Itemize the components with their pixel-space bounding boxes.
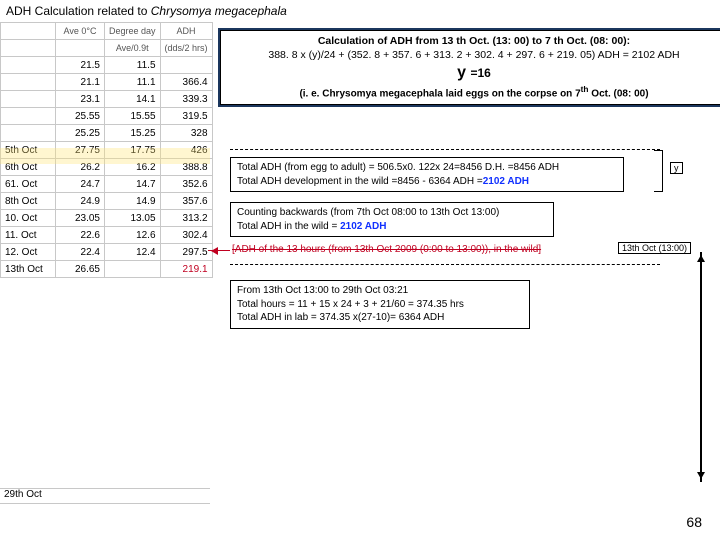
y-bracket (654, 150, 663, 192)
row-label (1, 125, 56, 142)
hd-blank (1, 23, 56, 40)
hd-adh: ADH (160, 23, 212, 40)
cell-c: 357.6 (160, 193, 212, 210)
cell-b: 16.2 (105, 159, 161, 176)
cell-c: 328 (160, 125, 212, 142)
title-species: Chrysomya megacephala (151, 4, 287, 18)
row-label (1, 91, 56, 108)
total-adh-l2: Total ADH development in the wild =8456 … (237, 175, 617, 189)
slide-number: 68 (686, 514, 702, 530)
date-tag: 13th Oct (13:00) (618, 242, 691, 254)
row-label: 13th Oct (1, 261, 56, 278)
cell-a: 23.05 (56, 210, 105, 227)
row-label (1, 74, 56, 91)
cell-b: 14.7 (105, 176, 161, 193)
hd-dday: Degree day (105, 23, 161, 40)
sub-3: (dds/2 hrs) (160, 40, 212, 57)
cell-a: 26.65 (56, 261, 105, 278)
cell-b: 12.4 (105, 244, 161, 261)
row-label: 11. Oct (1, 227, 56, 244)
total-adh-l1: Total ADH (from egg to adult) = 506.5x0.… (237, 161, 617, 175)
cell-a: 27.75 (56, 142, 105, 159)
row-label (1, 108, 56, 125)
cell-b: 14.9 (105, 193, 161, 210)
cell-b: 11.1 (105, 74, 161, 91)
dash-line-2 (230, 264, 660, 265)
total-adh-box: Total ADH (from egg to adult) = 506.5x0.… (230, 157, 624, 192)
cell-a: 22.4 (56, 244, 105, 261)
red-arrow (208, 250, 230, 251)
counting-l2: Total ADH in the wild = 2102 ADH (237, 220, 547, 234)
cell-b: 13.05 (105, 210, 161, 227)
sub-1 (56, 40, 105, 57)
cell-c: 388.8 (160, 159, 212, 176)
cell-b: 14.1 (105, 91, 161, 108)
slide: ADH Calculation related to Chrysomya meg… (0, 0, 720, 540)
cell-a: 22.6 (56, 227, 105, 244)
cell-c: 313.2 (160, 210, 212, 227)
row-label: 8th Oct (1, 193, 56, 210)
bottom-date: 29th Oct (4, 489, 42, 500)
page-title: ADH Calculation related to Chrysomya meg… (6, 4, 287, 18)
lab-l1: From 13th Oct 13:00 to 29th Oct 03:21 (237, 284, 523, 298)
counting-box: Counting backwards (from 7th Oct 08:00 t… (230, 202, 554, 237)
cell-c: 339.3 (160, 91, 212, 108)
cell-c: 366.4 (160, 74, 212, 91)
sub-2: Ave/0.9t (105, 40, 161, 57)
cell-b: 15.55 (105, 108, 161, 125)
title-prefix: ADH Calculation related to (6, 4, 151, 18)
cell-a: 21.1 (56, 74, 105, 91)
lab-l3: Total ADH in lab = 374.35 x(27-10)= 6364… (237, 311, 523, 325)
counting-l1: Counting backwards (from 7th Oct 08:00 t… (237, 206, 547, 220)
cell-c (160, 57, 212, 74)
cell-c: 302.4 (160, 227, 212, 244)
cell-a: 24.7 (56, 176, 105, 193)
cell-a: 26.2 (56, 159, 105, 176)
row-label: 61. Oct (1, 176, 56, 193)
sub-blank (1, 40, 56, 57)
callout-line1: Calculation of ADH from 13 th Oct. (13: … (226, 34, 720, 48)
callout-line3: (i. e. Chrysomya megacephala laid eggs o… (226, 84, 720, 101)
cell-a: 21.5 (56, 57, 105, 74)
cell-c: 297.5 (160, 244, 212, 261)
calculation-callout: Calculation of ADH from 13 th Oct. (13: … (218, 28, 720, 107)
row-label: 12. Oct (1, 244, 56, 261)
callout-y: y =16 (226, 62, 720, 84)
dash-line-1 (230, 149, 660, 150)
cell-c: 352.6 (160, 176, 212, 193)
cell-b: 15.25 (105, 125, 161, 142)
range-arrow (700, 252, 702, 482)
row-label: 10. Oct (1, 210, 56, 227)
cell-a: 25.55 (56, 108, 105, 125)
cell-c: 219.1 (160, 261, 212, 278)
row-label (1, 57, 56, 74)
cell-b: 11.5 (105, 57, 161, 74)
row-label: 5th Oct (1, 142, 56, 159)
hd-ave: Ave 0°C (56, 23, 105, 40)
cell-a: 24.9 (56, 193, 105, 210)
cell-b: 12.6 (105, 227, 161, 244)
red-note: [ADH of the 13 hours (from 13th Oct 2009… (232, 244, 541, 255)
cell-a: 23.1 (56, 91, 105, 108)
cell-b: 17.75 (105, 142, 161, 159)
cell-c: 319.5 (160, 108, 212, 125)
data-grid: Ave 0°CDegree dayADHAve/0.9t(dds/2 hrs) 2… (0, 22, 213, 278)
cell-b (105, 261, 161, 278)
y-tag: y (670, 162, 683, 174)
lab-box: From 13th Oct 13:00 to 29th Oct 03:21 To… (230, 280, 530, 329)
cell-c: 426 (160, 142, 212, 159)
callout-line2: 388. 8 x (y)/24 + (352. 8 + 357. 6 + 313… (226, 48, 720, 62)
cell-a: 25.25 (56, 125, 105, 142)
lab-l2: Total hours = 11 + 15 x 24 + 3 + 21/60 =… (237, 298, 523, 312)
row-label: 6th Oct (1, 159, 56, 176)
